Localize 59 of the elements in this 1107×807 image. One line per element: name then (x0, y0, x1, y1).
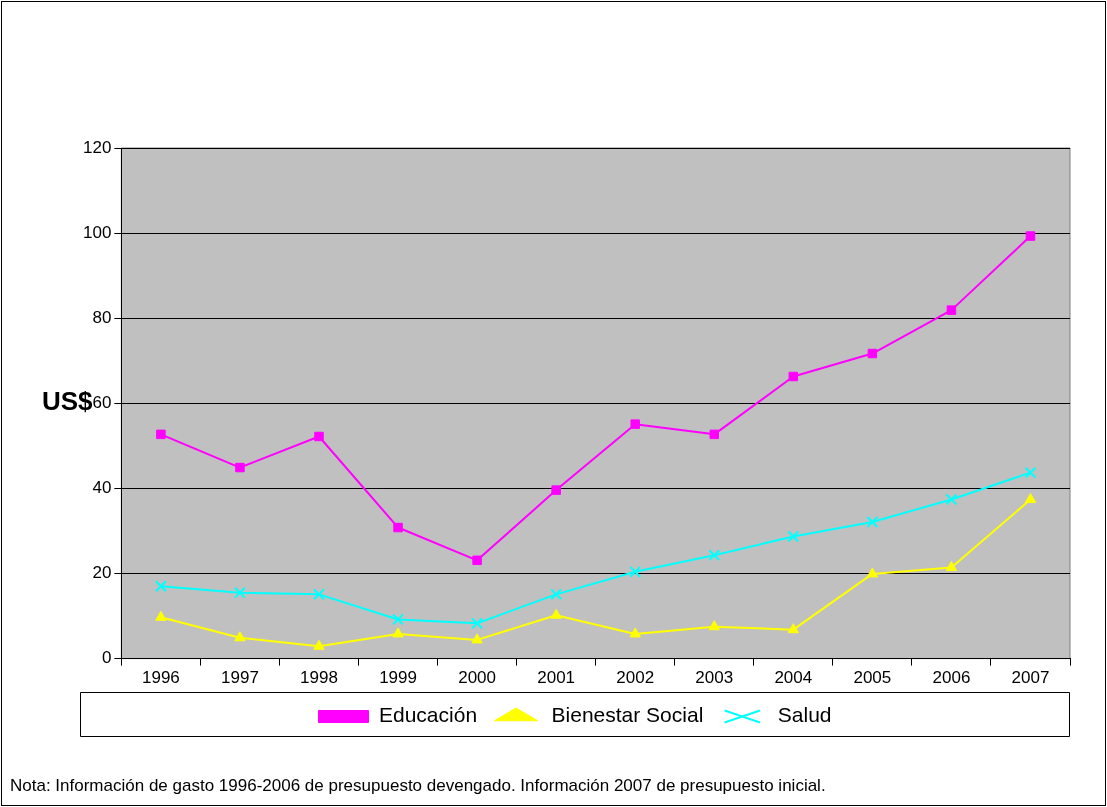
legend-label: Educación (378, 703, 478, 727)
point (629, 565, 642, 578)
point (235, 462, 245, 473)
point (154, 580, 167, 593)
point (313, 588, 325, 601)
point (708, 549, 721, 562)
y-tick-label: 20 (92, 563, 112, 583)
x-tick-label: 2007 (1011, 668, 1050, 688)
x-tick-label: 1998 (300, 668, 338, 688)
point (866, 567, 879, 578)
point (471, 633, 483, 644)
point (1024, 466, 1037, 479)
y-tick-label: 60 (92, 392, 112, 412)
point (946, 305, 957, 315)
point (708, 620, 720, 631)
y-tick-label: 100 (82, 222, 112, 242)
point (392, 613, 404, 626)
point (1024, 492, 1037, 503)
x-tick-label: 1997 (221, 668, 259, 688)
y-tick-label: 80 (92, 307, 112, 327)
point (234, 631, 246, 642)
point (945, 561, 958, 572)
point (233, 586, 246, 599)
point (629, 627, 641, 638)
y-tick-label: 120 (82, 137, 112, 157)
point (709, 429, 719, 440)
x-tick-label: 2001 (537, 668, 576, 688)
point (392, 627, 404, 638)
text: Nota: Información de gasto 1996-2006 de presupuesto devengado. Información 2007 de presupuesto inicial. (10, 776, 826, 796)
point (945, 493, 958, 506)
x-tick-label: 2000 (458, 668, 497, 688)
legend-label: Bienestar Social (551, 703, 704, 727)
x-tick-label: 2005 (853, 668, 892, 688)
y-tick-label: 0 (101, 648, 112, 668)
point (472, 555, 482, 566)
point (393, 522, 403, 533)
legend-label: Salud (777, 703, 832, 727)
point (551, 485, 561, 495)
x-tick-label: 2004 (774, 668, 813, 688)
point (787, 530, 800, 543)
point (471, 617, 484, 630)
point (630, 419, 640, 429)
point (550, 608, 562, 619)
point (314, 431, 324, 442)
point (550, 588, 563, 601)
point (156, 429, 166, 440)
point (155, 610, 167, 621)
point (313, 639, 325, 650)
point (787, 623, 800, 634)
x-tick-label: 2003 (695, 668, 734, 688)
x-tick-label: 1996 (141, 668, 180, 688)
x-tick-label: 1999 (379, 668, 417, 688)
point (788, 371, 799, 382)
point (1025, 231, 1036, 241)
x-tick-label: 2006 (932, 668, 971, 688)
point (867, 348, 878, 359)
y-tick-label: 40 (92, 478, 112, 498)
x-tick-label: 2002 (616, 668, 655, 688)
point (866, 516, 879, 528)
